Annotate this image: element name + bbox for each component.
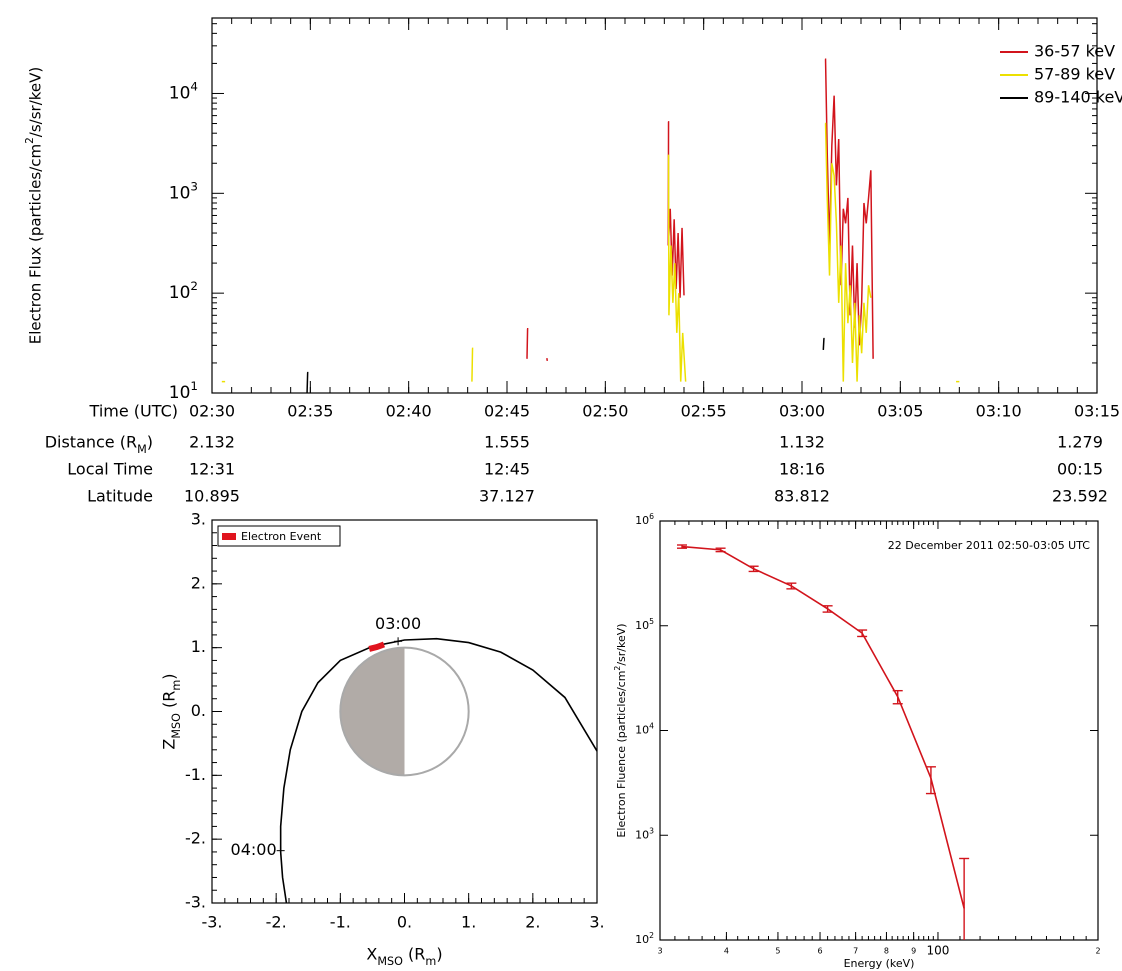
x-tick-label: 4 bbox=[724, 947, 729, 956]
y-tick-label: 1. bbox=[191, 637, 206, 656]
x-tick-label: 02:35 bbox=[287, 402, 333, 421]
y-tick-label: 104 bbox=[169, 79, 198, 104]
x-tick-label: 3 bbox=[657, 947, 662, 956]
x-tick-label: 03:10 bbox=[976, 402, 1022, 421]
x-tick-label: 3. bbox=[589, 913, 604, 932]
y-tick-label: 2. bbox=[191, 573, 206, 592]
x-axis-label: Time (UTC) bbox=[89, 402, 178, 421]
row-label: Latitude bbox=[87, 487, 153, 506]
x-tick-label: 02:50 bbox=[582, 402, 628, 421]
x-tick-label: 02:55 bbox=[681, 402, 727, 421]
x-tick-label: -3. bbox=[201, 913, 222, 932]
x-axis-label: XMSO (Rm) bbox=[366, 945, 442, 968]
y-tick-label: 102 bbox=[635, 931, 654, 947]
y-tick-label: -3. bbox=[185, 893, 206, 912]
row-value: 10.895 bbox=[184, 487, 240, 506]
x-tick-label: -2. bbox=[266, 913, 287, 932]
x-tick-label: 6 bbox=[817, 947, 822, 956]
row-value: 37.127 bbox=[479, 487, 535, 506]
legend-label: 36-57 keV bbox=[1034, 42, 1115, 61]
y-tick-label: 106 bbox=[635, 512, 654, 528]
plot-frame bbox=[211, 17, 1098, 394]
data-line bbox=[221, 122, 960, 383]
x-tick-label: 5 bbox=[775, 947, 780, 956]
row-value: 00:15 bbox=[1057, 460, 1103, 479]
y-tick-label: 103 bbox=[169, 179, 198, 204]
y-tick-label: 105 bbox=[635, 616, 654, 632]
y-tick-label: 102 bbox=[169, 279, 198, 304]
planet-night bbox=[340, 647, 405, 776]
row-value: 83.812 bbox=[774, 487, 830, 506]
x-tick-label: 03:00 bbox=[779, 402, 825, 421]
data-line bbox=[526, 58, 874, 361]
row-value: 1.279 bbox=[1057, 433, 1103, 452]
y-tick-label: 3. bbox=[191, 510, 206, 529]
x-tick-label: 1. bbox=[461, 913, 476, 932]
time-label: 03:00 bbox=[375, 614, 421, 633]
x-tick-label: 8 bbox=[884, 947, 889, 956]
row-value: 1.555 bbox=[484, 433, 530, 452]
x-tick-label: 9 bbox=[911, 947, 916, 956]
legend-box bbox=[217, 525, 341, 547]
x-tick-label: 2. bbox=[525, 913, 540, 932]
y-axis-label: ZMSO (Rm) bbox=[160, 673, 183, 749]
legend-label: 89-140 keV bbox=[1034, 88, 1122, 107]
plot-frame bbox=[211, 519, 598, 904]
y-axis-label: Electron Fluence (particles/cm2/sr/keV) bbox=[613, 623, 629, 837]
row-label: Distance (RM) bbox=[45, 433, 153, 456]
planet bbox=[339, 646, 470, 777]
x-tick-label: 0. bbox=[397, 913, 412, 932]
data-line bbox=[681, 545, 965, 909]
x-tick-label: 02:40 bbox=[386, 402, 432, 421]
x-tick-label: 03:15 bbox=[1074, 402, 1120, 421]
y-tick-label: 101 bbox=[169, 379, 198, 404]
row-value: 23.592 bbox=[1052, 487, 1108, 506]
y-tick-label: -1. bbox=[185, 765, 206, 784]
plot-frame bbox=[659, 520, 1099, 941]
x-tick-label: 2 bbox=[1095, 947, 1100, 956]
y-tick-label: 104 bbox=[635, 721, 654, 737]
orbit-line bbox=[279, 637, 598, 904]
row-value: 12:45 bbox=[484, 460, 530, 479]
legend-swatch bbox=[222, 533, 236, 540]
data-line bbox=[306, 337, 825, 394]
x-axis-label: Energy (keV) bbox=[844, 957, 915, 970]
row-value: 18:16 bbox=[779, 460, 825, 479]
chart-title: 22 December 2011 02:50-03:05 UTC bbox=[888, 539, 1091, 552]
row-value: 2.132 bbox=[189, 433, 235, 452]
event-segment bbox=[368, 641, 385, 652]
row-label: Local Time bbox=[67, 460, 153, 479]
y-tick-label: 103 bbox=[635, 826, 654, 842]
x-tick-label: 03:05 bbox=[877, 402, 923, 421]
legend-label: 57-89 keV bbox=[1034, 65, 1115, 84]
x-tick-label: 02:45 bbox=[484, 402, 530, 421]
x-tick-label: -1. bbox=[330, 913, 351, 932]
legend-label: Electron Event bbox=[241, 530, 322, 543]
time-label: 04:00 bbox=[231, 840, 277, 859]
row-value: 1.132 bbox=[779, 433, 825, 452]
x-tick-label: 02:30 bbox=[189, 402, 235, 421]
x-tick-label: 100 bbox=[927, 944, 950, 958]
y-tick-label: 0. bbox=[191, 701, 206, 720]
row-value: 12:31 bbox=[189, 460, 235, 479]
y-axis-label: Electron Flux (particles/cm2/s/sr/keV) bbox=[24, 67, 45, 345]
x-tick-label: 7 bbox=[853, 947, 858, 956]
y-tick-label: -2. bbox=[185, 829, 206, 848]
